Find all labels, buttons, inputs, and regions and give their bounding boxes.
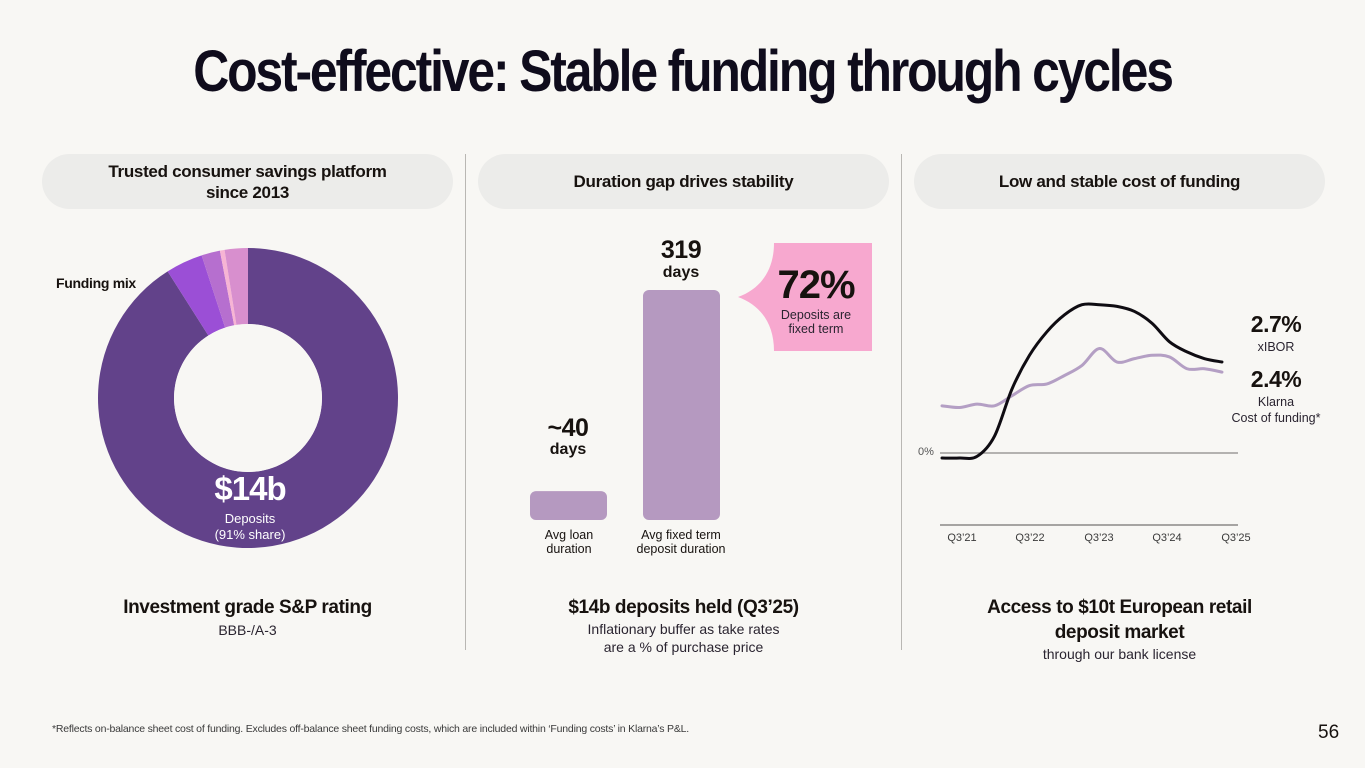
title-line: Access to $10t European retail xyxy=(987,597,1252,618)
section-header-line: since 2013 xyxy=(205,182,289,202)
callout-value: 72% xyxy=(777,263,855,307)
subtitle-line: are a % of purchase price xyxy=(603,639,764,655)
bar-value-label: 319 xyxy=(660,236,702,264)
donut-center-value: $14b xyxy=(214,470,286,507)
title-line: deposit market xyxy=(1054,622,1185,643)
duration-bar-chart xyxy=(530,290,720,520)
x-tick-label: Q3’24 xyxy=(1152,532,1182,544)
x-tick-label: Q3’23 xyxy=(1084,532,1114,544)
callout-label-line: Deposits are xyxy=(780,308,852,322)
donut-center-label-line: (91% share) xyxy=(214,527,286,542)
bar-avg-fixed-term-deposit-duration xyxy=(643,290,720,520)
xibor-end-value: 2.7% xyxy=(1250,311,1302,337)
klarna-end-value: 2.4% xyxy=(1250,366,1302,392)
section-header-line: Trusted consumer savings platform xyxy=(108,161,387,181)
page-number: 56 xyxy=(1318,722,1340,743)
market-access-subtitle: through our bank license xyxy=(1042,646,1197,662)
fixed-term-callout-shape xyxy=(738,243,872,351)
bar-category-line: Avg loan xyxy=(544,528,594,542)
column-divider xyxy=(901,154,902,650)
deposits-held-title: $14b deposits held (Q3’25) xyxy=(568,597,799,618)
section-header-cost-of-funding: Low and stable cost of funding xyxy=(914,154,1325,209)
donut-slice-deposits xyxy=(98,248,398,548)
market-access-title: Access to $10t European retail deposit m… xyxy=(914,595,1325,645)
callout-label-line: fixed term xyxy=(788,322,844,336)
subtitle-line: Inflationary buffer as take rates xyxy=(587,621,780,637)
y-axis-zero-label: 0% xyxy=(918,446,934,458)
callout-bubble xyxy=(738,243,872,351)
x-tick-label: Q3’25 xyxy=(1221,532,1251,544)
series-line-klarna-cost-of-funding xyxy=(940,347,1224,410)
bar-category-label: Avg loan duration xyxy=(499,528,639,556)
donut-slice-other-funding-1 xyxy=(167,255,226,336)
donut-slice-other-funding-3 xyxy=(219,249,237,326)
klarna-series-label: Klarna Cost of funding* xyxy=(1216,394,1336,426)
xibor-series-label: xIBOR xyxy=(1257,340,1295,354)
bar-category-line: deposit duration xyxy=(636,542,726,556)
bar-category-label: Avg fixed term deposit duration xyxy=(611,528,751,556)
x-tick-label: Q3’22 xyxy=(1015,532,1045,544)
klarna-series-label-line: Klarna xyxy=(1257,395,1295,409)
bar-category-line: Avg fixed term xyxy=(641,528,721,542)
page-title: Cost-effective: Stable funding through c… xyxy=(193,39,1174,104)
donut-hole xyxy=(174,324,322,472)
deposits-held-subtitle: Inflationary buffer as take rates are a … xyxy=(478,620,889,656)
rating-title: Investment grade S&P rating xyxy=(123,597,372,618)
section-header-duration-gap: Duration gap drives stability xyxy=(478,154,889,209)
footnote: *Reflects on-balance sheet cost of fundi… xyxy=(52,723,689,735)
callout-label: Deposits are fixed term xyxy=(760,308,872,336)
column-divider xyxy=(465,154,466,650)
rating-value: BBB-/A-3 xyxy=(218,622,277,638)
donut-slice-other-funding-4 xyxy=(224,248,248,325)
funding-mix-donut-chart xyxy=(98,248,398,548)
cost-of-funding-line-chart xyxy=(940,302,1238,526)
donut-center-label: Deposits (91% share) xyxy=(180,511,320,543)
series-line-xibor xyxy=(940,302,1224,460)
bar-unit-label: days xyxy=(549,441,587,458)
klarna-series-label-line: Cost of funding* xyxy=(1231,411,1321,425)
donut-chart-title: Funding mix xyxy=(56,275,136,291)
donut-center-label-line: Deposits xyxy=(224,511,276,526)
bar-value-label: ~40 xyxy=(547,414,589,442)
bar-category-line: duration xyxy=(546,542,592,556)
section-header-savings-platform: Trusted consumer savings platform since … xyxy=(42,154,453,209)
donut-slice-other-funding-2 xyxy=(201,250,235,328)
bar-avg-loan-duration xyxy=(530,491,607,520)
x-tick-label: Q3’21 xyxy=(947,532,977,544)
bar-unit-label: days xyxy=(662,264,700,281)
